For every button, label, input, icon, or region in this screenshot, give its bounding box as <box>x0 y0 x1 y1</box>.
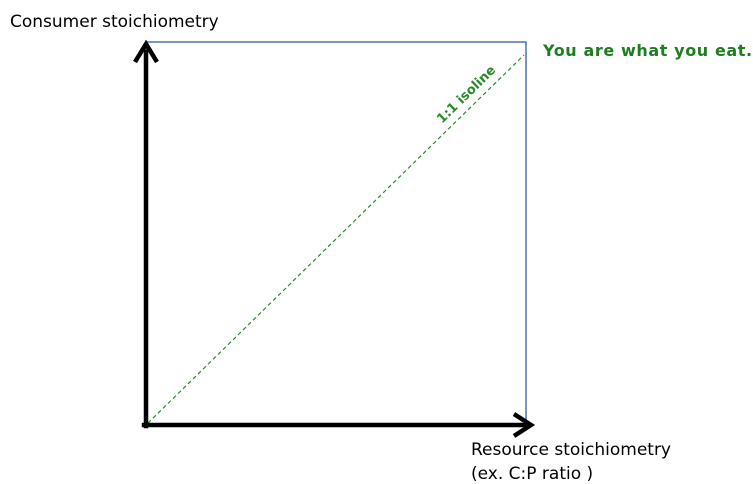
x-axis-sublabel: (ex. C:P ratio ) <box>471 464 594 484</box>
isoline-label: 1:1 isoline <box>434 63 499 127</box>
x-axis-arrowhead <box>512 412 536 438</box>
y-axis-label: Consumer stoichiometry <box>10 12 219 32</box>
x-axis-label: Resource stoichiometry <box>471 440 671 460</box>
y-axis-arrowhead <box>133 39 159 64</box>
tagline-annotation: You are what you eat. <box>543 41 753 60</box>
isoline-1-1 <box>147 54 525 424</box>
